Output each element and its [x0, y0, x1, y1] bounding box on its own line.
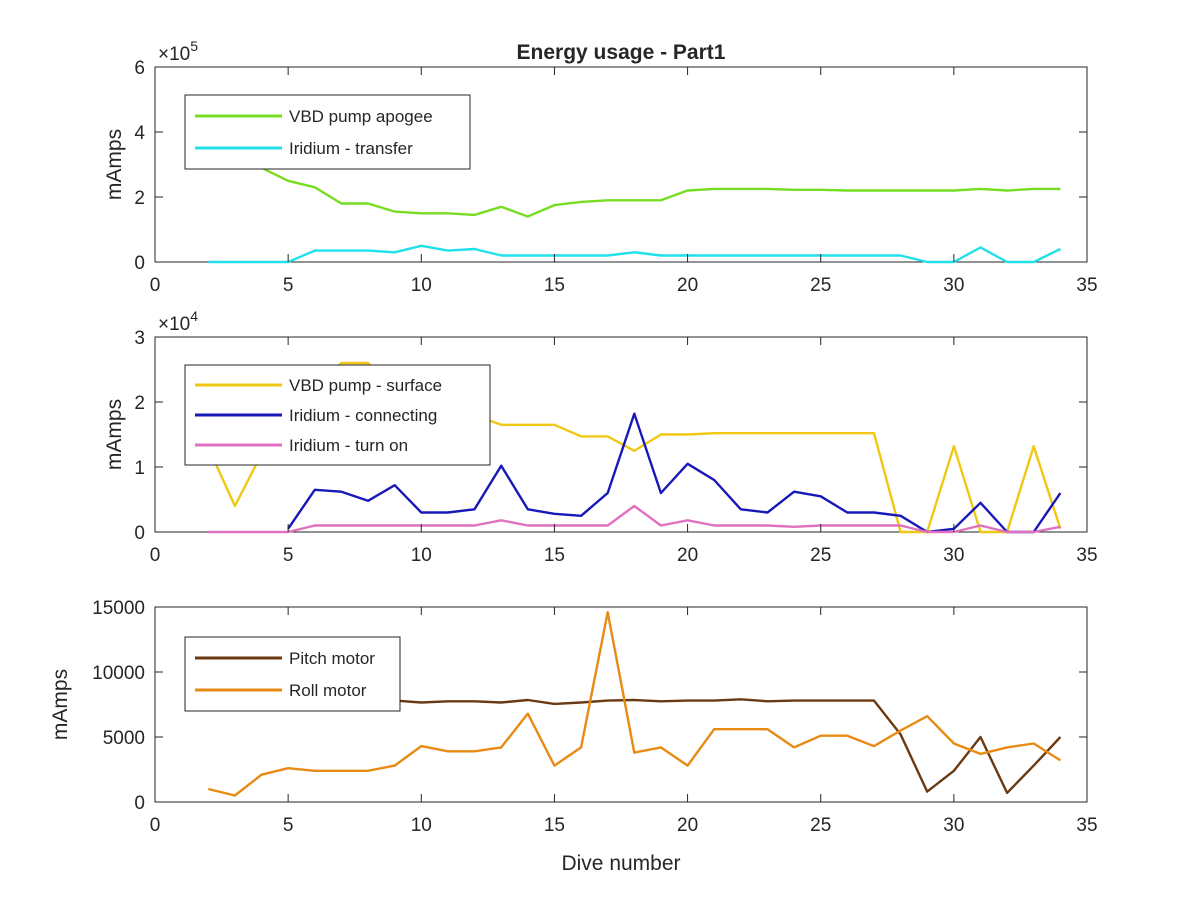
- legend-box: [184, 94, 471, 170]
- y-tick-label: 5000: [103, 728, 145, 749]
- subplot-3: 0 5 10 15 20 25 30 35 0 5000 10000 15000 mAmps Dive n…: [49, 598, 1098, 875]
- x-tick-label: 25: [810, 275, 831, 296]
- legend-box: [184, 636, 401, 712]
- y-axis-label: mAmps: [103, 399, 126, 470]
- x-tick-label: 0: [150, 815, 161, 836]
- series-line-1: [234, 153, 1061, 218]
- y-tick-label: 0: [134, 253, 145, 274]
- y-tick-label: 15000: [92, 598, 145, 619]
- x-tick-label: 25: [810, 815, 831, 836]
- x-tick-label: 20: [677, 275, 698, 296]
- x-tick-label: 0: [150, 545, 161, 566]
- legend-entry-label: VBD pump apogee: [289, 107, 433, 126]
- x-tick-label: 35: [1076, 545, 1097, 566]
- subplot-1: 0 5 10 15 20 25 30 35 0 2 4 6 ×105 mAmps Energy usage …: [103, 38, 1098, 296]
- x-tick-label: 5: [283, 815, 294, 836]
- x-tick-label: 10: [411, 545, 432, 566]
- y-tick-label: 1: [134, 458, 145, 479]
- legend-entry-label: Iridium - turn on: [289, 436, 408, 455]
- y-axis-label: mAmps: [49, 669, 72, 740]
- legend: Pitch motor Roll motor: [184, 636, 401, 712]
- legend: VBD pump - surface Iridium - connecting Ir…: [184, 364, 491, 466]
- legend-entry-label: VBD pump - surface: [289, 376, 442, 395]
- y-tick-label: 2: [134, 188, 145, 209]
- y-axis-label: mAmps: [103, 129, 126, 200]
- y-tick-label: 2: [134, 393, 145, 414]
- chart-title: Energy usage - Part1: [517, 41, 726, 64]
- x-tick-label: 15: [544, 275, 565, 296]
- y-exponent-label: ×105: [158, 38, 198, 65]
- x-tick-label: 5: [283, 545, 294, 566]
- legend: VBD pump apogee Iridium - transfer: [184, 94, 471, 170]
- x-tick-label: 35: [1076, 815, 1097, 836]
- x-tick-label: 10: [411, 815, 432, 836]
- x-tick-label: 20: [677, 815, 698, 836]
- x-tick-label: 30: [943, 815, 964, 836]
- x-tick-label: 30: [943, 275, 964, 296]
- series-line-3: [208, 504, 1061, 534]
- series-line-2: [208, 611, 1062, 797]
- legend-entry-label: Iridium - transfer: [289, 139, 413, 158]
- legend-entry-label: Roll motor: [289, 681, 367, 700]
- y-tick-label: 3: [134, 328, 145, 349]
- y-tick-label: 6: [134, 58, 145, 79]
- x-tick-label: 15: [544, 815, 565, 836]
- x-tick-label: 5: [283, 275, 294, 296]
- x-tick-label: 10: [411, 275, 432, 296]
- x-tick-label: 15: [544, 545, 565, 566]
- subplot-2: 0 5 10 15 20 25 30 35 0 1 2 3 ×104 mAmps VBD pump - su…: [103, 308, 1098, 566]
- y-exponent-label: ×104: [158, 308, 198, 335]
- x-axis-label: Dive number: [561, 852, 680, 875]
- y-tick-label: 10000: [92, 663, 145, 684]
- series-line-2: [208, 244, 1061, 264]
- x-tick-label: 25: [810, 545, 831, 566]
- x-tick-label: 30: [943, 545, 964, 566]
- x-tick-label: 0: [150, 275, 161, 296]
- legend-entry-label: Iridium - connecting: [289, 406, 437, 425]
- legend-entry-label: Pitch motor: [289, 649, 375, 668]
- x-tick-label: 35: [1076, 275, 1097, 296]
- y-tick-label: 0: [134, 793, 145, 814]
- y-tick-label: 4: [134, 123, 145, 144]
- series-line-1: [207, 361, 1062, 534]
- y-tick-label: 0: [134, 523, 145, 544]
- x-tick-label: 20: [677, 545, 698, 566]
